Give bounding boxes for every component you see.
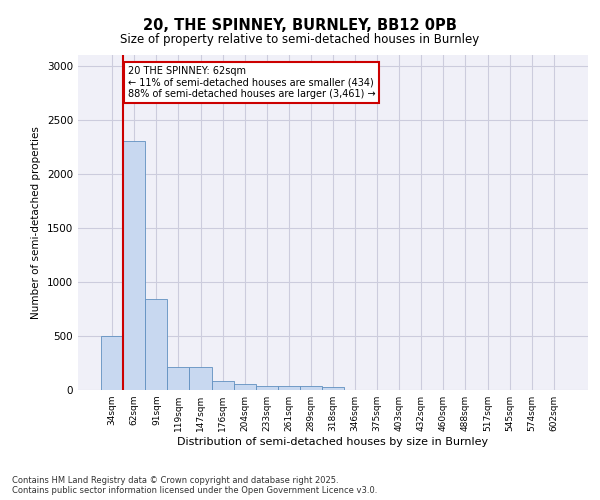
Bar	[101, 336, 123, 390]
Text: 20 THE SPINNEY: 62sqm
← 11% of semi-detached houses are smaller (434)
88% of sem: 20 THE SPINNEY: 62sqm ← 11% of semi-deta…	[128, 66, 376, 99]
Bar	[233, 384, 256, 390]
Bar	[278, 386, 300, 390]
Text: Size of property relative to semi-detached houses in Burnley: Size of property relative to semi-detach…	[121, 32, 479, 46]
Bar	[145, 299, 167, 390]
Bar	[256, 386, 278, 390]
Y-axis label: Number of semi-detached properties: Number of semi-detached properties	[31, 126, 41, 319]
Bar	[190, 368, 212, 390]
Bar	[167, 368, 190, 390]
Bar	[212, 382, 233, 390]
Bar	[322, 387, 344, 390]
Bar	[123, 142, 145, 390]
Text: Contains HM Land Registry data © Crown copyright and database right 2025.
Contai: Contains HM Land Registry data © Crown c…	[12, 476, 377, 495]
Text: 20, THE SPINNEY, BURNLEY, BB12 0PB: 20, THE SPINNEY, BURNLEY, BB12 0PB	[143, 18, 457, 32]
X-axis label: Distribution of semi-detached houses by size in Burnley: Distribution of semi-detached houses by …	[178, 437, 488, 447]
Bar	[300, 386, 322, 390]
